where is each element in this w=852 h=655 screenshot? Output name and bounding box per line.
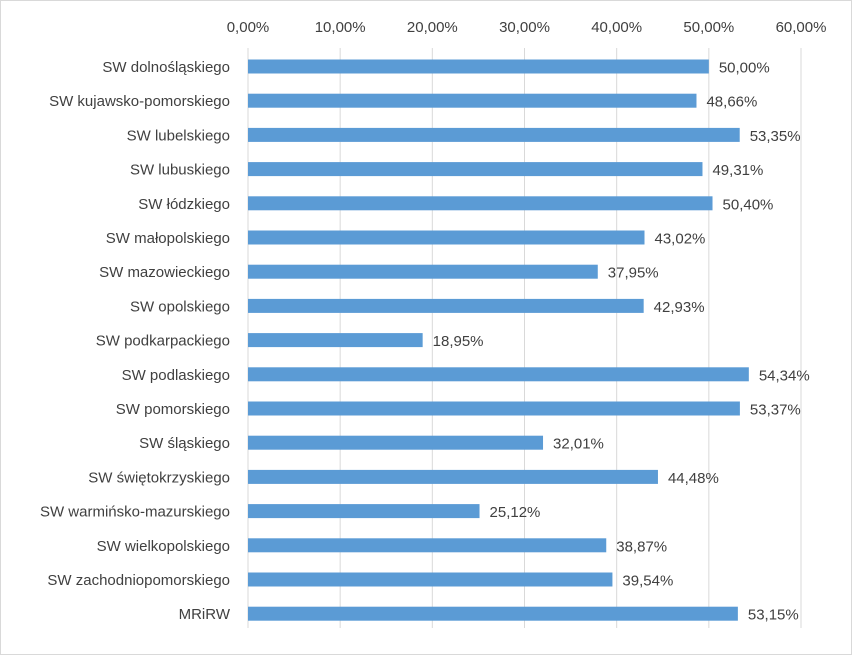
category-label: SW lubelskiego [127,127,230,144]
data-label: 38,87% [616,538,667,555]
bar [248,264,598,279]
data-label: 50,00% [719,60,770,77]
x-tick-label: 20,00% [407,19,458,36]
bar [248,196,713,211]
data-label: 53,35% [750,128,801,145]
bar [248,333,423,348]
data-label: 43,02% [655,231,706,248]
data-label: 18,95% [433,333,484,350]
x-tick-label: 50,00% [683,19,734,36]
data-label: 25,12% [490,504,541,521]
category-label: SW dolnośląskiego [102,59,230,76]
category-label: SW zachodniopomorskiego [47,572,230,589]
bar [248,230,645,245]
data-label: 49,31% [712,162,763,179]
bar [248,162,703,177]
category-label: SW małopolskiego [106,230,230,247]
data-label: 53,37% [750,402,801,419]
category-label: MRiRW [179,606,231,623]
bar [248,59,709,74]
data-label: 48,66% [706,94,757,111]
category-label: SW świętokrzyskiego [88,469,230,486]
bar [248,127,740,142]
category-label: SW podkarpackiego [96,333,230,350]
data-label: 50,40% [723,196,774,213]
data-label: 42,93% [654,299,705,316]
data-label: 32,01% [553,436,604,453]
bar [248,469,658,484]
category-label: SW opolskiego [130,298,230,315]
category-label: SW lubuskiego [130,162,230,179]
x-tick-label: 0,00% [227,19,270,36]
data-label: 53,15% [748,607,799,624]
category-label: SW podlaskiego [122,367,230,384]
bar [248,401,740,416]
category-label: SW mazowieckiego [99,264,230,281]
bar [248,572,613,587]
bar [248,435,544,450]
data-label: 39,54% [622,573,673,590]
x-tick-label: 30,00% [499,19,550,36]
category-label: SW wielkopolskiego [97,538,230,555]
bar [248,606,738,621]
x-tick-label: 10,00% [315,19,366,36]
data-label: 37,95% [608,265,659,282]
bar [248,538,607,553]
x-tick-label: 60,00% [776,19,827,36]
category-label: SW warmińsko-mazurskiego [40,504,230,521]
bar [248,93,697,108]
x-tick-label: 40,00% [591,19,642,36]
category-label: SW kujawsko-pomorskiego [49,93,230,110]
bar [248,298,644,313]
data-label: 44,48% [668,470,719,487]
bar [248,367,749,382]
category-label: SW śląskiego [139,435,230,452]
category-label: SW pomorskiego [116,401,230,418]
data-label: 54,34% [759,367,810,384]
bar [248,504,480,519]
category-label: SW łódzkiego [138,196,230,213]
